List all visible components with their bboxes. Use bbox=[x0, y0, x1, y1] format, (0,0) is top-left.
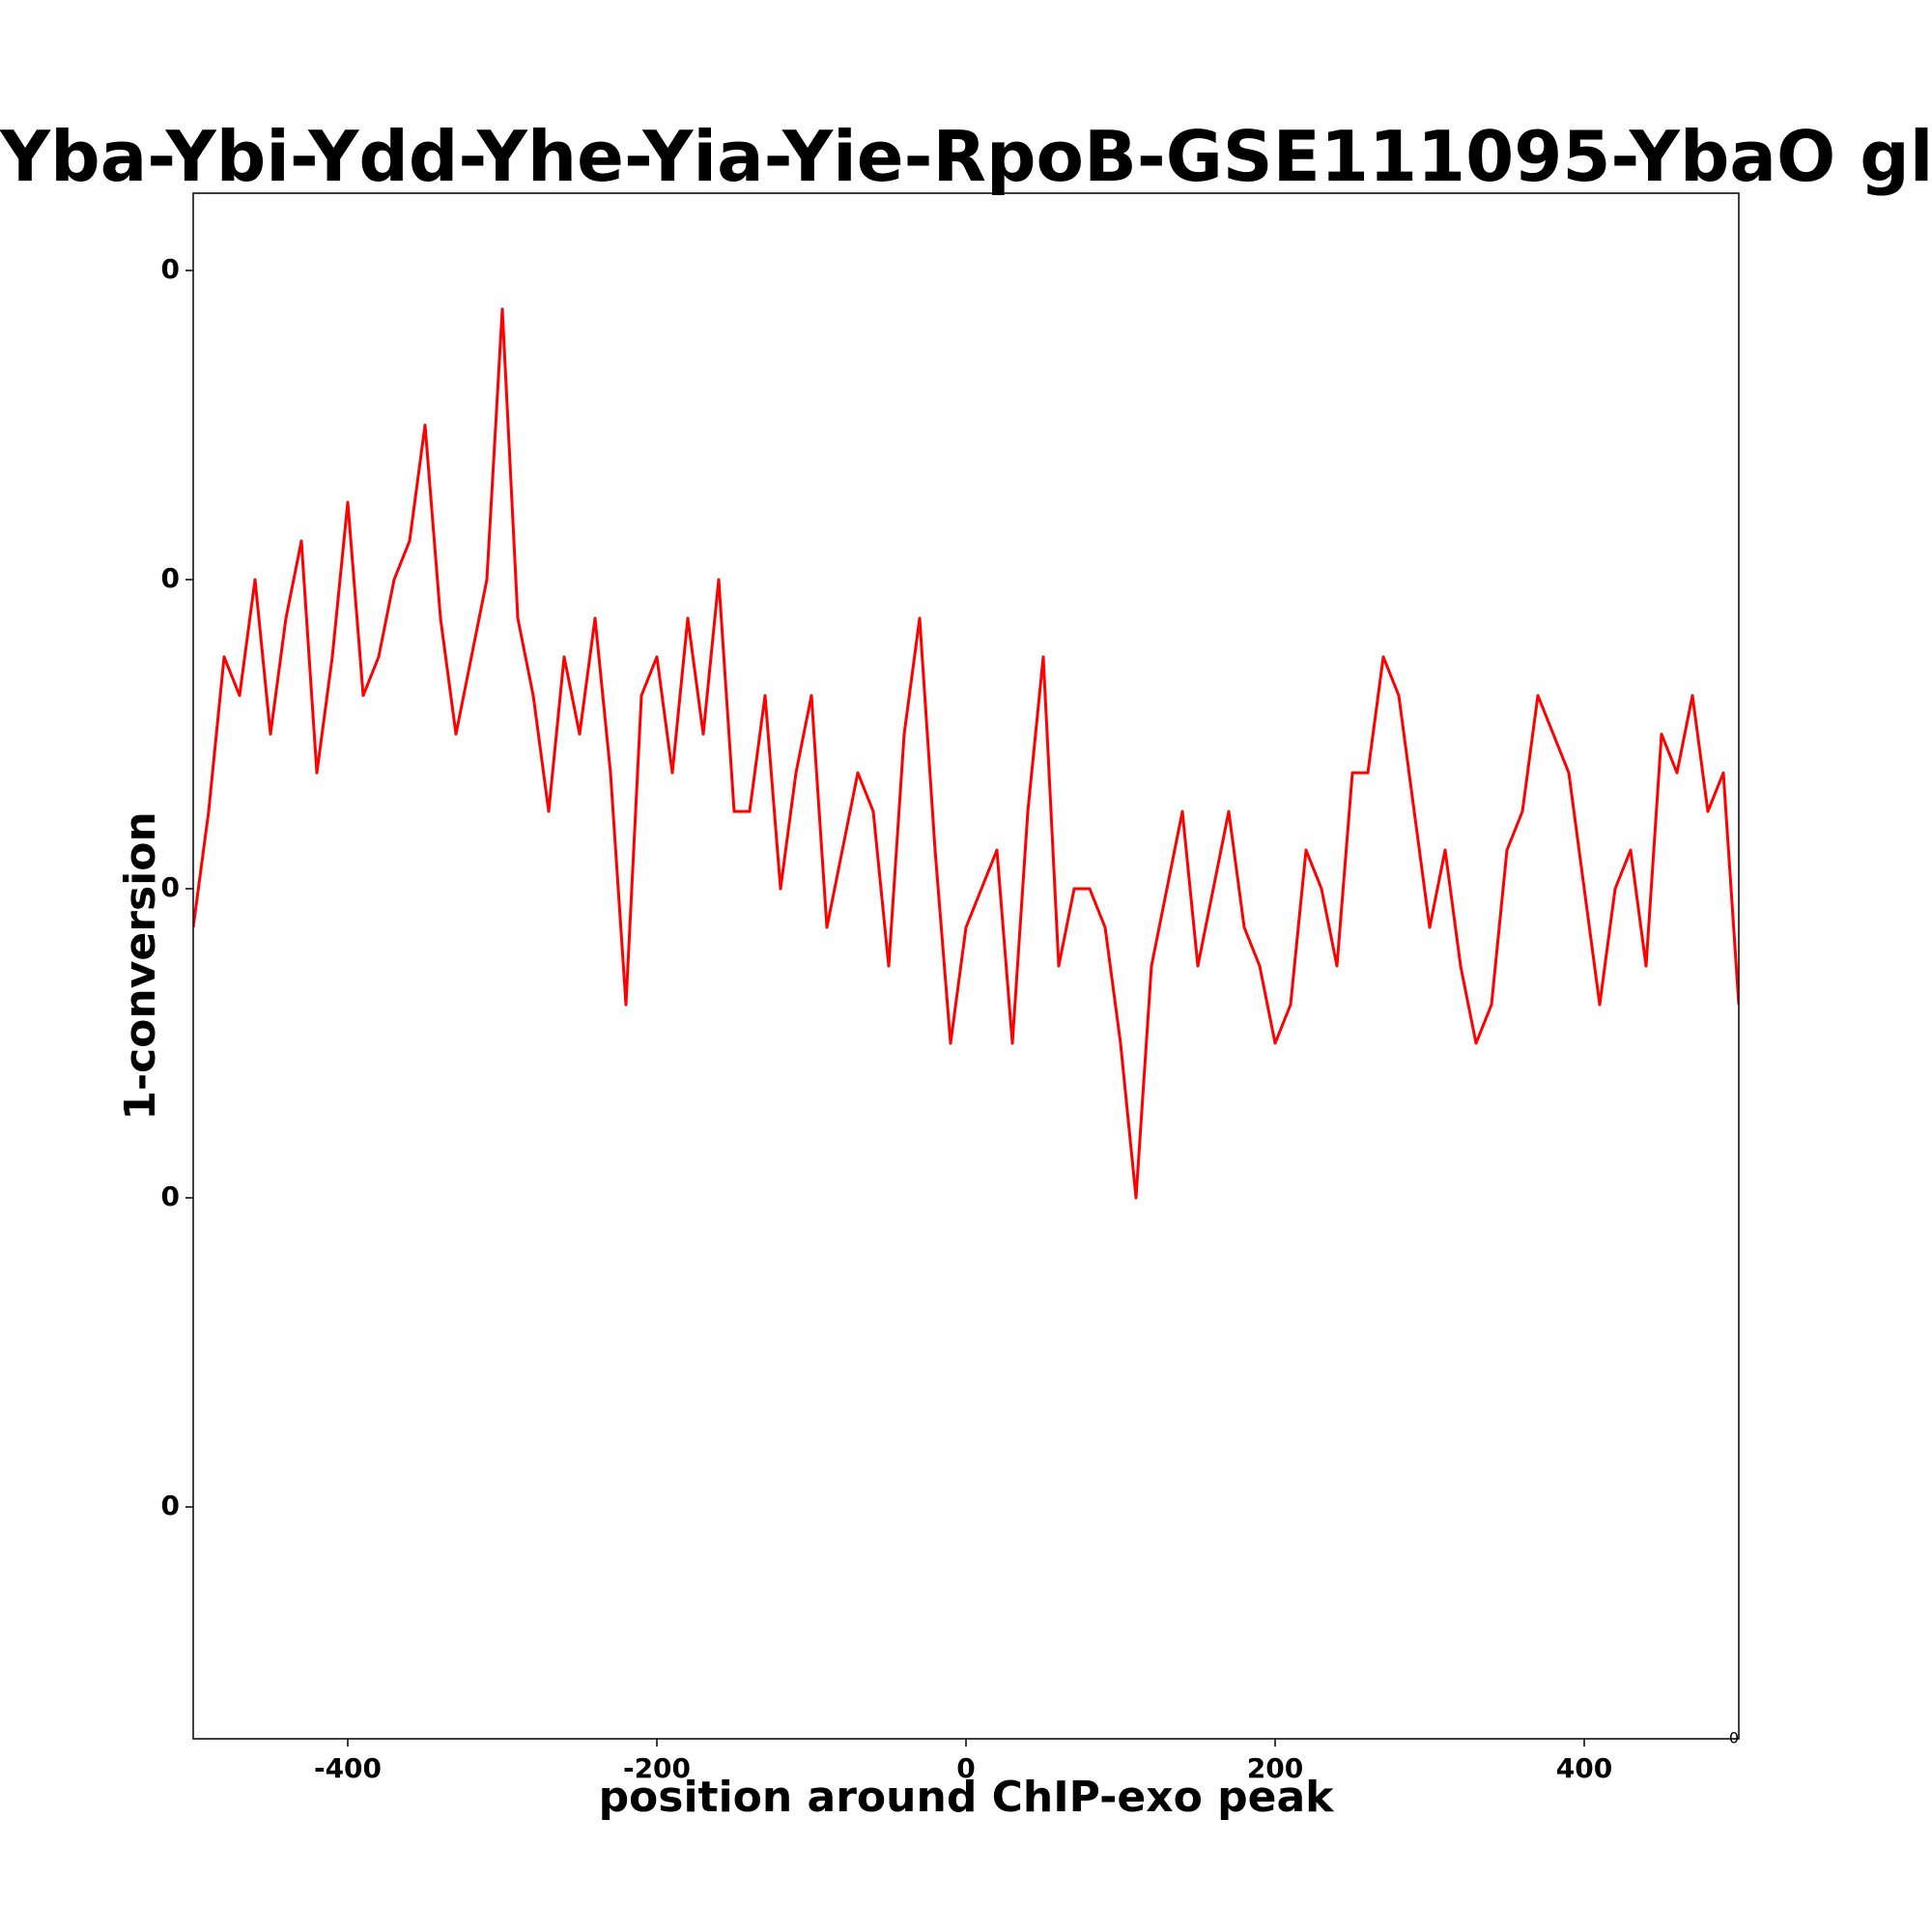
x-tick-label: 400 bbox=[1556, 1752, 1612, 1784]
x-tick-label: -400 bbox=[314, 1752, 382, 1784]
y-axis-label: 1-conversion bbox=[116, 811, 165, 1121]
y-tick-label: 0 bbox=[161, 1180, 180, 1212]
data-series-line bbox=[193, 307, 1739, 1200]
x-tick-label: -200 bbox=[623, 1752, 691, 1784]
y-tick-label: 0 bbox=[161, 871, 180, 903]
y-axis-ticks: 0 0 0 0 0 bbox=[161, 253, 193, 1521]
y-tick-label: 0 bbox=[161, 1490, 180, 1521]
chart-title: Yba-Ybi-Ydd-Yhe-Yia-Yie-RpoB-GSE111095-Y… bbox=[0, 116, 1932, 197]
axis-offset-text: 0 bbox=[1729, 1729, 1739, 1747]
x-tick-label: 0 bbox=[956, 1752, 975, 1784]
x-axis-ticks: -400 -200 0 200 400 bbox=[314, 1739, 1612, 1784]
y-tick-label: 0 bbox=[161, 253, 180, 285]
x-tick-label: 200 bbox=[1247, 1752, 1303, 1784]
x-axis-label: position around ChIP-exo peak bbox=[599, 1773, 1336, 1822]
y-tick-label: 0 bbox=[161, 562, 180, 594]
